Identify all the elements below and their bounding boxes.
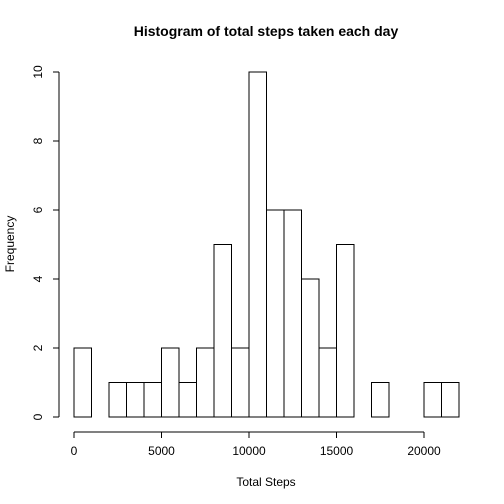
- histogram-bar: [441, 382, 460, 418]
- histogram-bar: [248, 71, 267, 418]
- x-tick-label: 20000: [407, 444, 441, 458]
- histogram-bar: [336, 244, 355, 418]
- y-tick-label: 0: [31, 413, 45, 420]
- x-tick-label: 10000: [232, 444, 266, 458]
- y-tick-label: 6: [31, 206, 45, 213]
- histogram-bar: [161, 347, 180, 418]
- histogram-bar: [318, 347, 337, 418]
- x-axis-label: Total Steps: [236, 475, 295, 489]
- histogram-bar: [266, 209, 285, 418]
- chart-title: Histogram of total steps taken each day: [134, 23, 399, 39]
- x-tick-label: 5000: [148, 444, 175, 458]
- histogram-bar: [231, 347, 250, 418]
- bars-group: [73, 71, 460, 418]
- histogram-bar: [371, 382, 390, 418]
- y-axis-label: Frequency: [3, 216, 17, 273]
- histogram-bar: [73, 347, 92, 418]
- histogram-bar: [196, 347, 215, 418]
- histogram-bar: [213, 244, 232, 418]
- x-axis: 0 5000 10000 15000 20000: [71, 431, 441, 458]
- y-tick-label: 2: [31, 344, 45, 351]
- histogram-bar: [126, 382, 145, 418]
- histogram-bar: [178, 382, 197, 418]
- x-tick-label: 15000: [320, 444, 354, 458]
- histogram-bar: [283, 209, 302, 418]
- histogram-bar: [301, 278, 320, 418]
- y-axis: 0 2 4 6 8 10: [31, 65, 60, 420]
- y-tick-label: 4: [31, 275, 45, 282]
- y-tick-label: 8: [31, 137, 45, 144]
- y-tick-label: 10: [31, 65, 45, 79]
- x-tick-label: 0: [71, 444, 78, 458]
- histogram-bar: [423, 382, 442, 418]
- histogram-bar: [108, 382, 127, 418]
- histogram-bar: [143, 382, 162, 418]
